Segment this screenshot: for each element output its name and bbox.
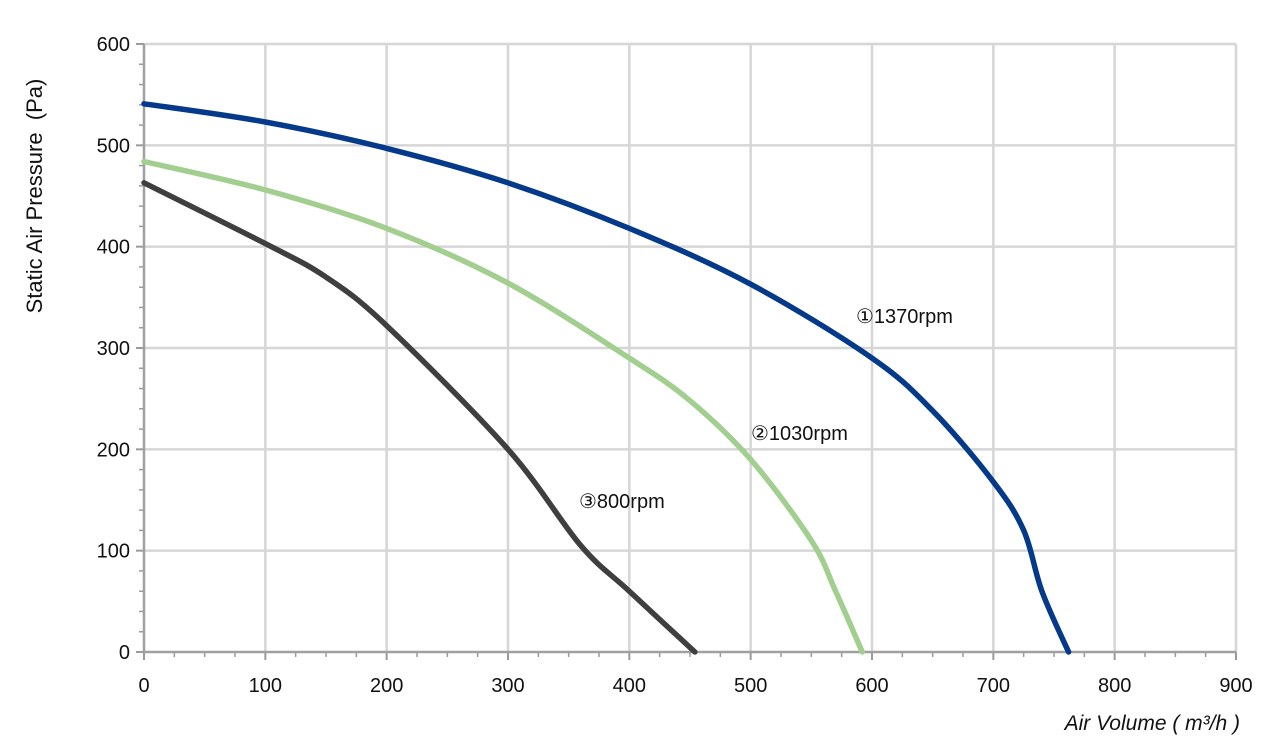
x-tick-label: 0 — [138, 675, 149, 697]
curve-1030rpm — [141, 158, 866, 655]
x-tick-label: 800 — [1098, 675, 1131, 697]
y-tick-label: 500 — [97, 135, 130, 157]
axes — [136, 43, 1237, 660]
label-800rpm: ③800rpm — [579, 491, 665, 513]
y-tick-label: 0 — [119, 642, 130, 664]
y-tick-label: 200 — [97, 439, 130, 461]
x-tick-label: 200 — [370, 675, 403, 697]
curve-1370rpm — [141, 101, 1072, 655]
y-tick-label: 600 — [97, 34, 130, 56]
x-tick-label: 700 — [977, 675, 1010, 697]
label-1030rpm: ②1030rpm — [751, 423, 848, 445]
minor-ticks — [139, 63, 1207, 657]
x-axis-title: Air Volume ( m³/h ) — [1063, 712, 1240, 735]
x-tick-label: 100 — [249, 675, 282, 697]
x-tick-label: 600 — [855, 675, 888, 697]
curve-800rpm — [141, 180, 698, 655]
labels: 0 100 200 300 400 500 600 700 800 900 0 100 200 300 40… — [22, 34, 1253, 735]
grid — [144, 42, 1238, 652]
y-tick-label: 300 — [97, 338, 130, 360]
label-1370rpm: ①1370rpm — [856, 306, 953, 328]
curves — [141, 101, 1072, 655]
y-tick-label: 400 — [97, 237, 130, 259]
x-tick-label: 900 — [1219, 675, 1252, 697]
x-tick-label: 500 — [734, 675, 767, 697]
x-tick-label: 300 — [491, 675, 524, 697]
x-tick-label: 400 — [613, 675, 646, 697]
y-axis-title: Static Air Pressure (Pa) — [22, 79, 47, 314]
y-tick-label: 100 — [97, 541, 130, 563]
